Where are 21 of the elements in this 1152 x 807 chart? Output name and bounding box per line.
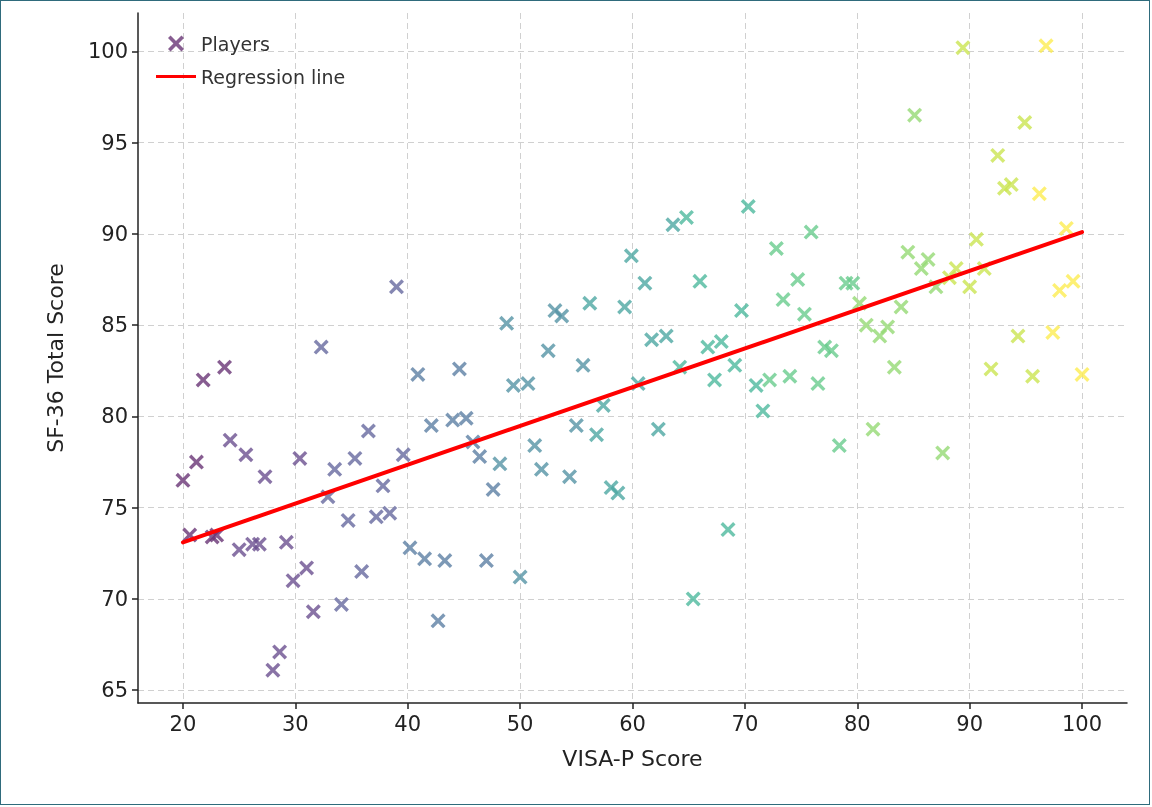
y-tick-label: 80: [101, 404, 128, 429]
y-tick-label: 65: [101, 678, 128, 703]
x-tick-label: 80: [843, 711, 871, 736]
x-tick-label: 40: [394, 711, 422, 736]
y-tick-label: 75: [101, 495, 128, 520]
x-tick-label: 60: [619, 711, 646, 736]
y-tick-label: 85: [101, 313, 128, 338]
x-axis-title: VISA-P Score: [562, 745, 703, 771]
x-tick-label: 30: [281, 711, 309, 736]
y-tick-label: 100: [87, 39, 128, 64]
x-tick-label: 100: [1062, 711, 1103, 736]
y-tick-label: 90: [101, 221, 128, 246]
y-axis-title: SF-36 Total Score: [42, 263, 68, 453]
x-tick-label: 50: [506, 711, 534, 736]
y-tick-label: 70: [101, 586, 128, 611]
x-tick-label: 90: [956, 711, 984, 736]
x-tick-label: 20: [169, 711, 197, 736]
legend-label: Players: [201, 32, 271, 55]
legend-label: Regression line: [201, 65, 346, 88]
x-tick-label: 70: [731, 711, 759, 736]
y-tick-label: 95: [101, 130, 128, 155]
